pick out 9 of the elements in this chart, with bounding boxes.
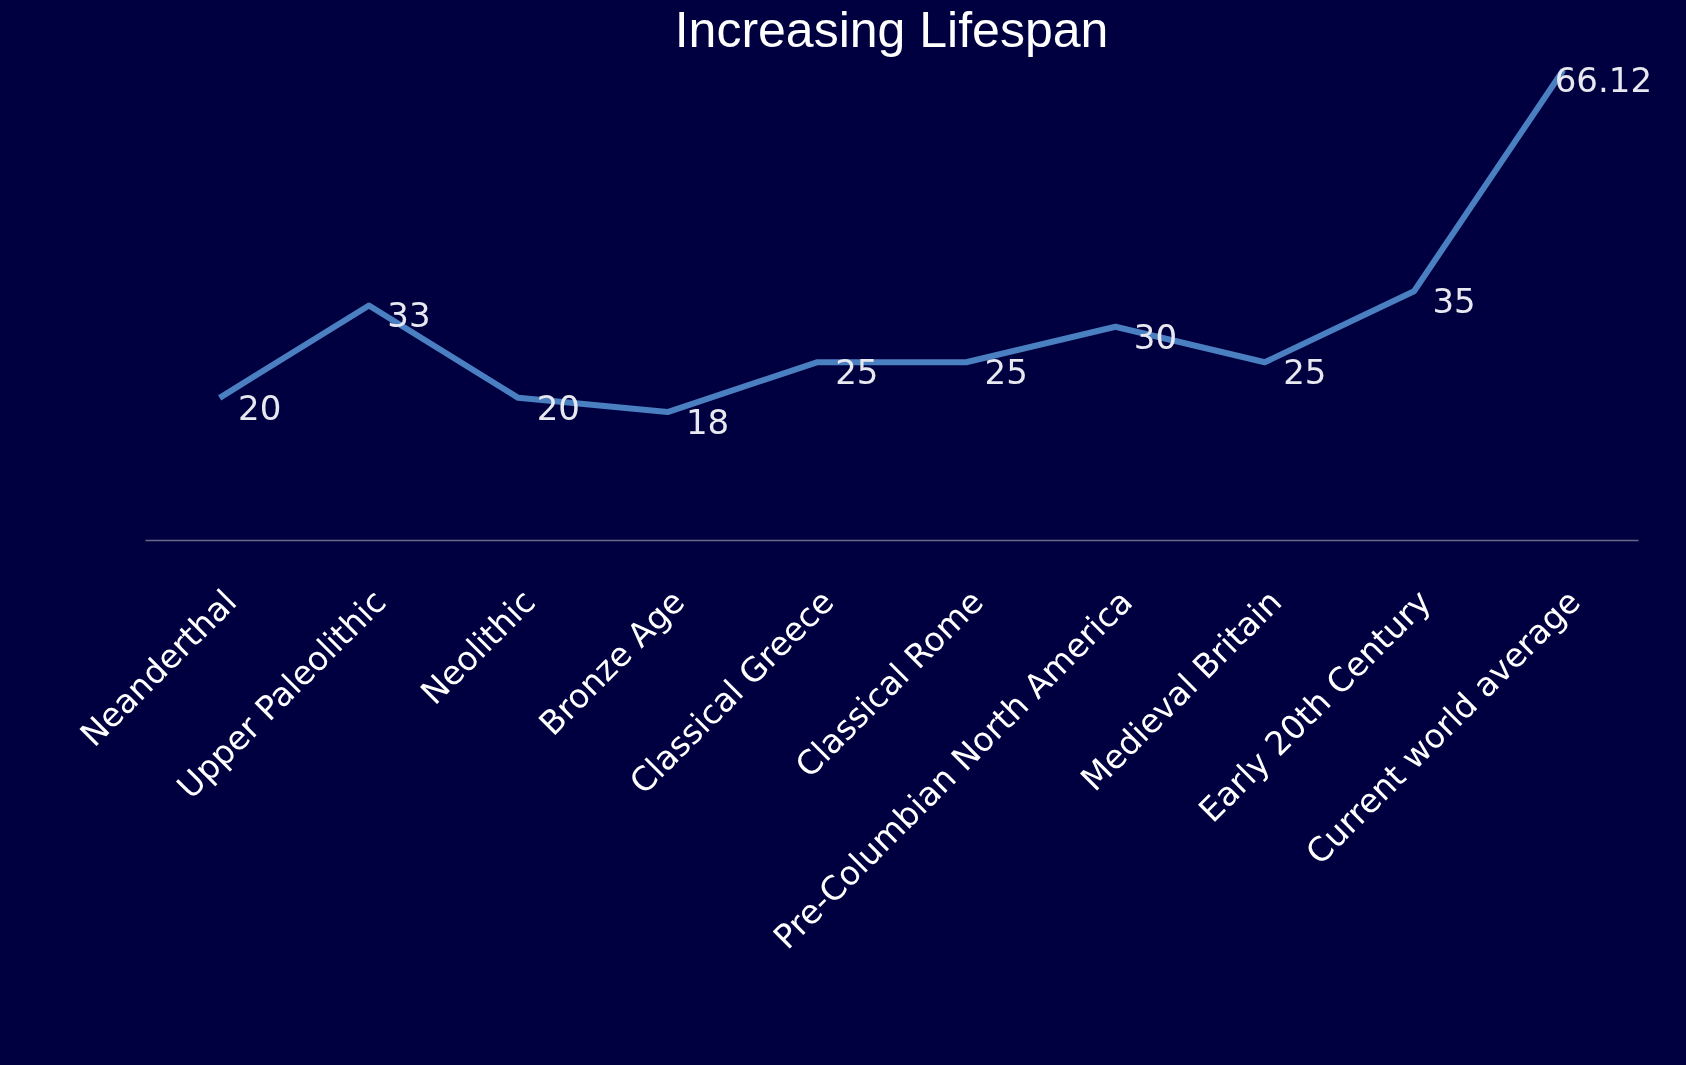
data-label: 25	[835, 352, 879, 393]
data-label: 66.12	[1554, 60, 1653, 100]
data-label: 25	[984, 352, 1028, 393]
data-label: 20	[238, 387, 282, 428]
chart-title: Increasing Lifespan	[674, 2, 1109, 58]
data-label: 35	[1432, 281, 1476, 322]
data-label: 18	[685, 402, 730, 443]
data-label: 25	[1283, 352, 1327, 393]
data-label: 33	[387, 295, 431, 336]
